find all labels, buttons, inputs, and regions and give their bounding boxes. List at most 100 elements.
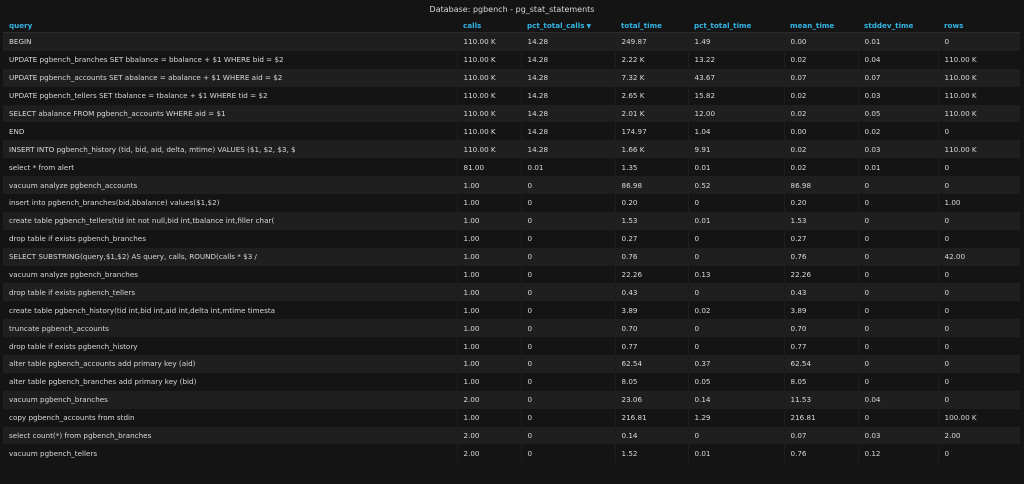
table-row[interactable]: vacuum analyze pgbench_accounts 1.00 0 86.9… [3, 176, 1020, 195]
cell-query: SELECT SUBSTRING(query,$1,$2) AS query, … [3, 247, 458, 266]
cell-mean-time: 3.89 [784, 301, 859, 320]
cell-query: BEGIN [3, 32, 458, 51]
cell-rows: 0 [938, 176, 1020, 195]
cell-rows: 0 [938, 158, 1020, 177]
cell-pct-total-calls: 0 [521, 355, 616, 373]
cell-total-time: 0.43 [615, 283, 689, 302]
table-row[interactable]: copy pgbench_accounts from stdin 1.00 0 216… [3, 408, 1020, 427]
cell-pct-total-time: 1.49 [688, 32, 785, 51]
column-header-query[interactable]: query [3, 18, 457, 33]
cell-stddev-time: 0 [858, 176, 939, 195]
cell-rows: 0 [938, 122, 1020, 141]
cell-query: drop table if exists pgbench_branches [3, 229, 458, 248]
table-row[interactable]: drop table if exists pgbench_history 1.00… [3, 337, 1020, 356]
table-row[interactable]: create table pgbench_tellers(tid int not… [3, 211, 1020, 230]
table-row[interactable]: select count(*) from pgbench_branches 2.0… [3, 426, 1020, 445]
column-header-pct-total-calls[interactable]: pct_total_calls ▼ [521, 18, 615, 33]
column-header-label: mean_time [790, 20, 835, 30]
cell-stddev-time: 0 [858, 247, 939, 266]
table-row[interactable]: SELECT abalance FROM pgbench_accounts WH… [3, 104, 1020, 123]
table-row[interactable]: truncate pgbench_accounts 1.00 0 0.70 0 0.70 0… [3, 319, 1020, 338]
cell-pct-total-calls: 14.28 [521, 86, 616, 105]
cell-mean-time: 8.05 [784, 372, 859, 391]
table-row[interactable]: insert into pgbench_branches(bid,bbalanc… [3, 194, 1020, 212]
cell-calls: 1.00 [457, 229, 522, 248]
cell-mean-time: 0.02 [784, 140, 859, 159]
cell-rows: 0 [938, 283, 1020, 302]
cell-rows: 0 [938, 32, 1020, 51]
cell-mean-time: 0.00 [784, 32, 859, 51]
table-row[interactable]: END 110.00 K 14.28 174.97 1.04 0.00 0.02 0 [3, 122, 1020, 141]
table-row[interactable]: SELECT SUBSTRING(query,$1,$2) AS query, … [3, 247, 1020, 266]
cell-calls: 1.00 [457, 247, 522, 266]
cell-pct-total-time: 0.01 [688, 211, 785, 230]
column-header-calls[interactable]: calls [457, 18, 521, 33]
cell-rows: 110.00 K [938, 86, 1020, 105]
cell-pct-total-time: 0.37 [688, 355, 785, 373]
column-header-pct-total-time[interactable]: pct_total_time [688, 18, 784, 33]
column-header-stddev-time[interactable]: stddev_time [858, 18, 938, 33]
table-row[interactable]: INSERT INTO pgbench_history (tid, bid, a… [3, 140, 1020, 159]
cell-query: alter table pgbench_accounts add primary… [3, 355, 458, 373]
cell-query: vacuum pgbench_tellers [3, 444, 458, 463]
cell-pct-total-time: 43.67 [688, 68, 785, 87]
table-row[interactable]: vacuum analyze pgbench_branches 1.00 0 22.2… [3, 265, 1020, 284]
cell-pct-total-time: 0 [688, 247, 785, 266]
cell-stddev-time: 0 [858, 265, 939, 284]
cell-query: UPDATE pgbench_tellers SET tbalance = tb… [3, 86, 458, 105]
cell-calls: 1.00 [457, 319, 522, 338]
column-header-rows[interactable]: rows [938, 18, 1020, 33]
cell-query: SELECT abalance FROM pgbench_accounts WH… [3, 104, 458, 123]
cell-pct-total-calls: 0 [521, 372, 616, 391]
cell-mean-time: 216.81 [784, 408, 859, 427]
table-row[interactable]: drop table if exists pgbench_branches 1.0… [3, 229, 1020, 248]
cell-rows: 110.00 K [938, 50, 1020, 69]
cell-mean-time: 0.00 [784, 122, 859, 141]
cell-stddev-time: 0.03 [858, 426, 939, 445]
table-header-row: query calls pct_total_calls ▼ total_time pct_… [3, 18, 1020, 33]
cell-query: drop table if exists pgbench_tellers [3, 283, 458, 302]
cell-total-time: 1.52 [615, 444, 689, 463]
cell-total-time: 216.81 [615, 408, 689, 427]
cell-mean-time: 62.54 [784, 355, 859, 373]
cell-pct-total-time: 0.52 [688, 176, 785, 195]
cell-rows: 0 [938, 337, 1020, 356]
table-row[interactable]: alter table pgbench_branches add primary… [3, 372, 1020, 391]
table-row[interactable]: BEGIN 110.00 K 14.28 249.87 1.49 0.00 0.01 0 [3, 32, 1020, 51]
table-row[interactable]: drop table if exists pgbench_tellers 1.00… [3, 283, 1020, 302]
panel-title[interactable]: Database: pgbench - pg_stat_statements [429, 5, 595, 14]
cell-mean-time: 86.98 [784, 176, 859, 195]
table-row[interactable]: select * from alert 81.00 0.01 1.35 0.01 0.02… [3, 158, 1020, 177]
cell-mean-time: 0.02 [784, 158, 859, 177]
table-row[interactable]: UPDATE pgbench_tellers SET tbalance = tb… [3, 86, 1020, 105]
cell-total-time: 2.01 K [615, 104, 689, 123]
cell-total-time: 7.32 K [615, 68, 689, 87]
table-row[interactable]: UPDATE pgbench_accounts SET abalance = a… [3, 68, 1020, 87]
cell-calls: 1.00 [457, 265, 522, 284]
column-header-label: pct_total_time [694, 20, 752, 30]
column-header-mean-time[interactable]: mean_time [784, 18, 858, 33]
cell-query: truncate pgbench_accounts [3, 319, 458, 338]
table-row[interactable]: create table pgbench_history(tid int,bid… [3, 301, 1020, 320]
cell-pct-total-time: 9.91 [688, 140, 785, 159]
cell-mean-time: 0.77 [784, 337, 859, 356]
cell-mean-time: 0.20 [784, 194, 859, 212]
cell-mean-time: 0.70 [784, 319, 859, 338]
table-row[interactable]: vacuum pgbench_branches 2.00 0 23.06 0.14 11.… [3, 390, 1020, 409]
cell-rows: 0 [938, 444, 1020, 463]
cell-calls: 110.00 K [457, 68, 522, 87]
table-row[interactable]: UPDATE pgbench_branches SET bbalance = b… [3, 50, 1020, 69]
cell-stddev-time: 0.01 [858, 32, 939, 51]
cell-mean-time: 0.02 [784, 104, 859, 123]
cell-pct-total-time: 12.00 [688, 104, 785, 123]
cell-stddev-time: 0.03 [858, 86, 939, 105]
column-header-total-time[interactable]: total_time [615, 18, 688, 33]
column-header-label: stddev_time [864, 20, 914, 30]
cell-total-time: 2.65 K [615, 86, 689, 105]
table-container[interactable]: query calls pct_total_calls ▼ total_time pct_… [3, 18, 1020, 484]
cell-query: select count(*) from pgbench_branches [3, 426, 458, 445]
cell-pct-total-time: 1.04 [688, 122, 785, 141]
cell-pct-total-calls: 0.01 [521, 158, 616, 177]
table-row[interactable]: alter table pgbench_accounts add primary… [3, 355, 1020, 373]
table-row[interactable]: vacuum pgbench_tellers 2.00 0 1.52 0.01 0.76 0… [3, 444, 1020, 463]
